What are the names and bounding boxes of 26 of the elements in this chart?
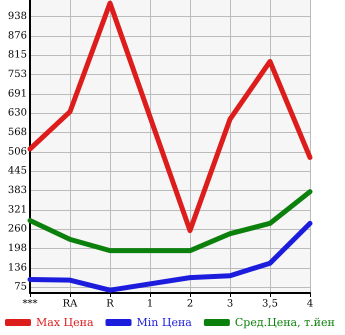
legend-label: Max Цена <box>36 316 94 329</box>
x-tick-label: 2 <box>186 298 194 310</box>
y-tick-label: 321 <box>8 204 27 216</box>
y-tick-label: 445 <box>8 165 27 176</box>
x-tick-label: 3 <box>226 298 234 310</box>
y-tick-label: 753 <box>8 68 27 80</box>
y-tick-label: 691 <box>8 88 27 100</box>
x-tick-label: R <box>106 298 114 310</box>
x-tick-label: *** <box>22 298 38 310</box>
y-tick-label: 383 <box>8 184 27 196</box>
y-tick-label: 260 <box>8 224 27 235</box>
x-tick-label: 3,5 <box>262 298 278 310</box>
x-tick-label: RA <box>62 298 78 310</box>
y-tick-label: 938 <box>8 10 27 22</box>
y-tick-label: 876 <box>8 30 27 42</box>
y-tick-label: 75 <box>14 282 27 293</box>
y-tick-label: 568 <box>8 126 27 138</box>
x-tick-label: 1 <box>146 298 154 310</box>
y-tick-label: 198 <box>8 242 27 254</box>
legend-label: Сред.Цена, т.йен <box>234 316 335 329</box>
y-tick-label: 136 <box>8 262 27 274</box>
y-tick-label: 630 <box>8 107 27 118</box>
y-tick-label: 815 <box>8 49 27 60</box>
legend-label: Min Цена <box>136 316 192 329</box>
x-tick-label: 4 <box>306 298 314 310</box>
y-tick-label: 506 <box>8 146 27 158</box>
